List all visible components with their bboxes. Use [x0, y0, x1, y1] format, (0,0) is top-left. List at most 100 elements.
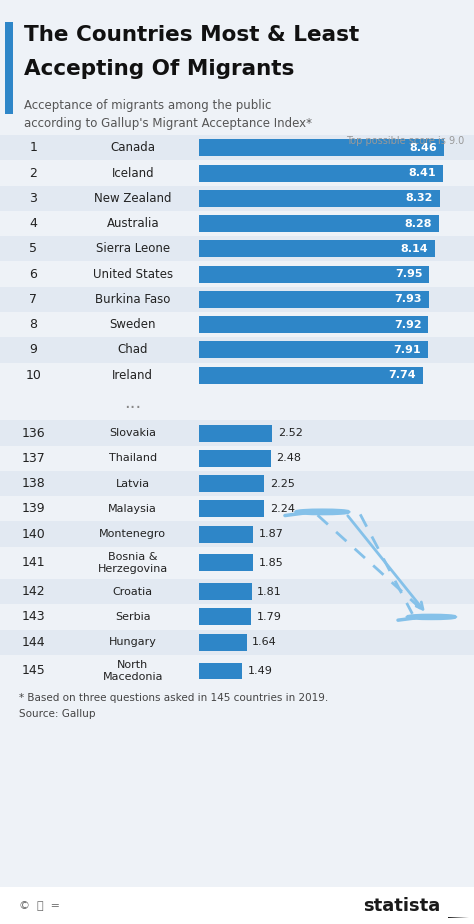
- FancyBboxPatch shape: [0, 161, 474, 186]
- Text: 141: 141: [21, 556, 45, 569]
- Text: 144: 144: [21, 636, 45, 649]
- Text: 140: 140: [21, 528, 45, 541]
- Text: 138: 138: [21, 477, 45, 490]
- FancyBboxPatch shape: [199, 425, 272, 442]
- Text: 1.79: 1.79: [256, 612, 282, 622]
- FancyBboxPatch shape: [0, 887, 474, 924]
- Text: Ireland: Ireland: [112, 369, 153, 382]
- FancyBboxPatch shape: [199, 583, 252, 601]
- Text: 1.85: 1.85: [258, 558, 283, 568]
- Text: North
Macedonia: North Macedonia: [102, 660, 163, 682]
- FancyBboxPatch shape: [199, 291, 429, 308]
- FancyBboxPatch shape: [199, 475, 264, 492]
- FancyBboxPatch shape: [0, 579, 474, 604]
- Text: Thailand: Thailand: [109, 454, 157, 463]
- FancyBboxPatch shape: [0, 655, 474, 687]
- Text: 1: 1: [29, 141, 37, 154]
- FancyBboxPatch shape: [0, 362, 474, 388]
- FancyBboxPatch shape: [199, 215, 439, 232]
- Text: 10: 10: [25, 369, 41, 382]
- Text: 139: 139: [21, 503, 45, 516]
- FancyBboxPatch shape: [5, 21, 13, 114]
- Text: Top possible score is 9.0: Top possible score is 9.0: [346, 136, 465, 145]
- Text: 7.92: 7.92: [394, 320, 421, 330]
- FancyBboxPatch shape: [0, 604, 474, 629]
- Text: 7.74: 7.74: [389, 371, 416, 380]
- FancyBboxPatch shape: [0, 186, 474, 211]
- Text: Canada: Canada: [110, 141, 155, 154]
- FancyBboxPatch shape: [199, 501, 264, 517]
- FancyBboxPatch shape: [199, 367, 423, 383]
- Text: 8.41: 8.41: [408, 168, 436, 178]
- Text: 136: 136: [21, 427, 45, 440]
- Text: 2.52: 2.52: [278, 428, 302, 438]
- FancyBboxPatch shape: [0, 312, 474, 337]
- Text: 2.24: 2.24: [270, 504, 295, 514]
- FancyBboxPatch shape: [0, 286, 474, 312]
- Text: 7: 7: [29, 293, 37, 306]
- FancyBboxPatch shape: [199, 554, 253, 571]
- Text: 1.87: 1.87: [259, 529, 284, 539]
- FancyBboxPatch shape: [199, 316, 428, 333]
- FancyBboxPatch shape: [0, 135, 474, 161]
- Text: 137: 137: [21, 452, 45, 465]
- Text: 2.25: 2.25: [270, 479, 295, 489]
- Text: ...: ...: [124, 395, 141, 412]
- FancyBboxPatch shape: [199, 240, 435, 257]
- FancyBboxPatch shape: [199, 265, 429, 283]
- Text: 1.49: 1.49: [248, 666, 273, 676]
- FancyBboxPatch shape: [199, 189, 440, 207]
- FancyBboxPatch shape: [199, 663, 242, 679]
- Text: 9: 9: [29, 344, 37, 357]
- FancyBboxPatch shape: [0, 547, 474, 579]
- Text: statista: statista: [364, 896, 441, 915]
- FancyBboxPatch shape: [199, 450, 271, 467]
- FancyBboxPatch shape: [199, 526, 253, 542]
- Text: Serbia: Serbia: [115, 612, 151, 622]
- Text: 7.91: 7.91: [393, 345, 421, 355]
- Text: 6: 6: [29, 268, 37, 281]
- Text: Iceland: Iceland: [111, 166, 154, 179]
- FancyBboxPatch shape: [0, 211, 474, 237]
- Text: 142: 142: [21, 585, 45, 598]
- FancyBboxPatch shape: [0, 337, 474, 362]
- FancyBboxPatch shape: [199, 140, 444, 156]
- Text: Latvia: Latvia: [116, 479, 150, 489]
- FancyBboxPatch shape: [0, 445, 474, 471]
- Text: 8.32: 8.32: [406, 193, 433, 203]
- Text: 2: 2: [29, 166, 37, 179]
- FancyBboxPatch shape: [0, 496, 474, 521]
- Polygon shape: [448, 917, 469, 918]
- FancyBboxPatch shape: [199, 634, 246, 650]
- FancyBboxPatch shape: [0, 237, 474, 261]
- FancyBboxPatch shape: [199, 609, 251, 626]
- FancyBboxPatch shape: [448, 917, 469, 918]
- Text: Malaysia: Malaysia: [108, 504, 157, 514]
- Text: Accepting Of Migrants: Accepting Of Migrants: [24, 58, 294, 79]
- Text: 8.28: 8.28: [404, 219, 432, 228]
- Text: Australia: Australia: [106, 217, 159, 230]
- Text: Bosnia &
Herzegovina: Bosnia & Herzegovina: [98, 552, 168, 574]
- Text: * Based on three questions asked in 145 countries in 2019.: * Based on three questions asked in 145 …: [19, 693, 328, 703]
- FancyBboxPatch shape: [0, 521, 474, 547]
- Text: 8.14: 8.14: [400, 244, 428, 254]
- Text: 7.95: 7.95: [395, 269, 422, 279]
- Text: 5: 5: [29, 242, 37, 255]
- Text: Chad: Chad: [118, 344, 148, 357]
- Text: Slovakia: Slovakia: [109, 428, 156, 438]
- Text: Montenegro: Montenegro: [99, 529, 166, 539]
- Text: 2.48: 2.48: [277, 454, 301, 463]
- Text: ©  ⓘ  =: © ⓘ =: [19, 901, 60, 910]
- FancyBboxPatch shape: [0, 261, 474, 286]
- FancyBboxPatch shape: [0, 420, 474, 445]
- Text: Sweden: Sweden: [109, 318, 156, 331]
- Text: Sierra Leone: Sierra Leone: [96, 242, 170, 255]
- FancyBboxPatch shape: [199, 341, 428, 359]
- FancyBboxPatch shape: [0, 471, 474, 496]
- Text: Croatia: Croatia: [113, 587, 153, 597]
- FancyBboxPatch shape: [199, 164, 443, 181]
- Text: Acceptance of migrants among the public: Acceptance of migrants among the public: [24, 99, 271, 112]
- Text: according to Gallup's Migrant Acceptance Index*: according to Gallup's Migrant Acceptance…: [24, 117, 312, 130]
- Text: 8.46: 8.46: [409, 143, 437, 152]
- Text: The Countries Most & Least: The Countries Most & Least: [24, 25, 359, 44]
